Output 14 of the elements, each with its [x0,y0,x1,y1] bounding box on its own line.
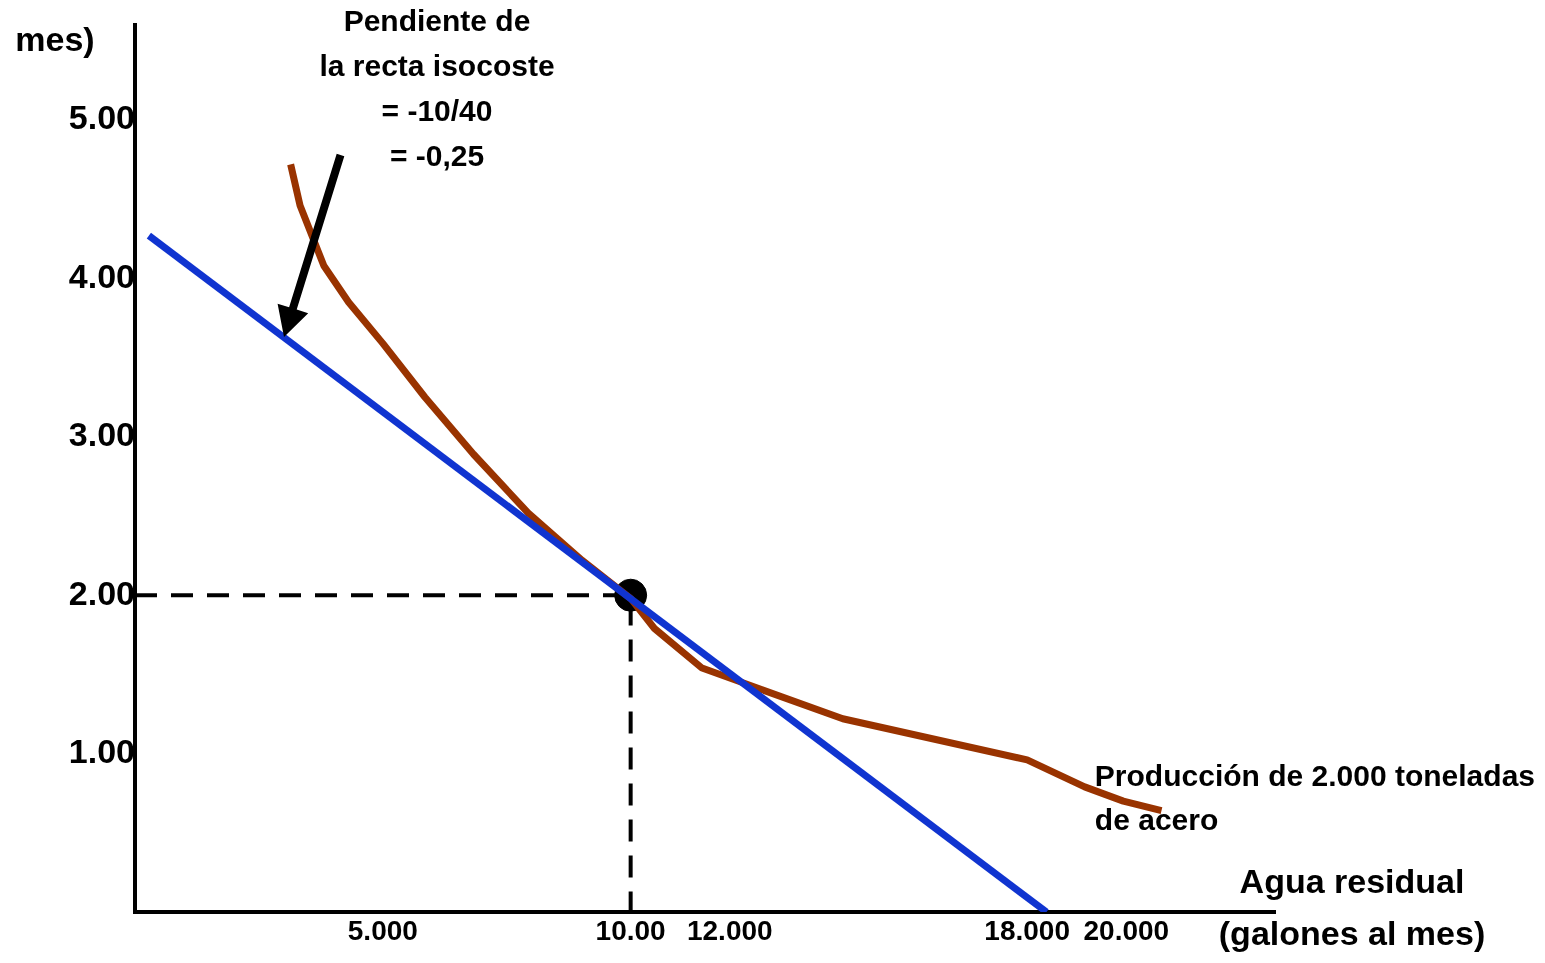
y-axis-title: mes) [15,20,95,59]
y-tick-label: 3.00 [68,415,136,454]
x-tick-label: 18.000 [984,914,1070,946]
x-tick-label: 20.000 [1083,914,1170,946]
y-tick-label: 2.00 [68,573,136,612]
y-tick-label: 5.00 [68,98,136,137]
x-axis-title: Agua residual (galones al mes) [1218,862,1486,953]
y-tick-label: 1.00 [68,731,136,770]
x-tick-label: 5.000 [347,914,418,946]
y-tick-label: 4.00 [68,256,136,295]
annotation: Pendiente de la recta isocoste = -10/40 = -0,25 [319,4,555,173]
x-tick-label: 10.00 [595,914,666,946]
annotation: Producción de 2.000 toneladas de acero [1094,758,1536,836]
x-tick-label: 12.000 [686,914,773,946]
